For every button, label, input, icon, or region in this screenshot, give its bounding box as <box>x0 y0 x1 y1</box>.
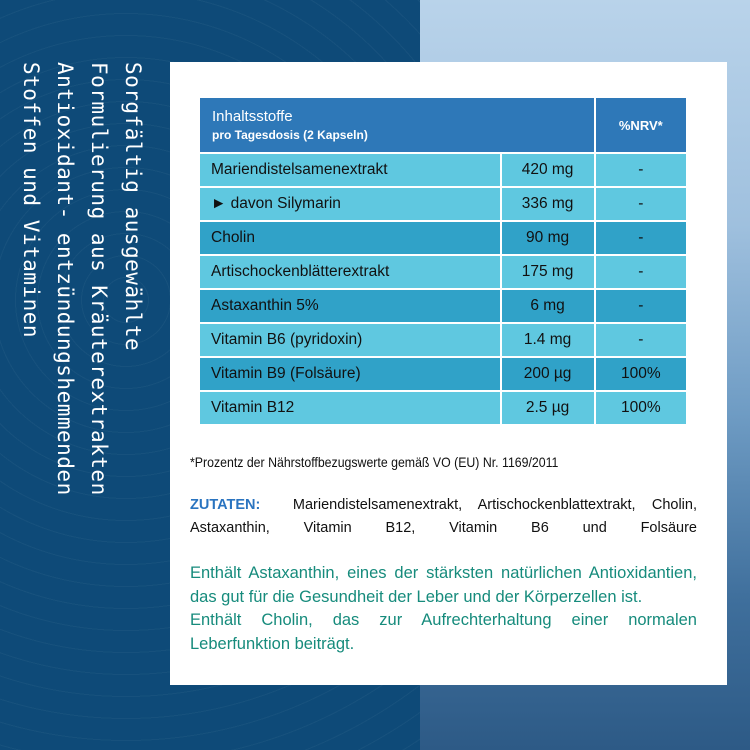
ingredient-name: Vitamin B12 <box>200 392 500 424</box>
nrv-footnote: *Prozentz der Nährstoffbezugswerte gemäß… <box>190 454 559 470</box>
side-tagline: Sorgfältig ausgewählte Formulierung aus … <box>14 62 150 682</box>
ingredients-list: ZUTATEN: Mariendistelsamenextrakt, Artis… <box>190 494 697 540</box>
table-row: Artischockenblätterextrakt 175 mg - <box>200 256 686 288</box>
header-title: Inhaltsstoffe <box>212 108 293 125</box>
ingredient-nrv: - <box>595 222 686 254</box>
ingredient-amount: 90 mg <box>501 222 594 254</box>
table-row: Cholin 90 mg - <box>200 222 686 254</box>
tagline-line: Sorgfältig ausgewählte <box>121 62 145 352</box>
ingredient-nrv: 100% <box>595 392 686 424</box>
ingredient-amount: 1.4 mg <box>501 324 594 356</box>
ingredient-nrv: 100% <box>595 358 686 390</box>
ingredient-amount: 200 µg <box>501 358 594 390</box>
ingredients-label: ZUTATEN: <box>190 497 261 513</box>
ingredient-amount: 2.5 µg <box>501 392 594 424</box>
table-header: Inhaltsstoffe pro Tagesdosis (2 Kapseln)… <box>200 98 686 152</box>
ingredient-name: Vitamin B9 (Folsäure) <box>200 358 500 390</box>
ingredient-nrv: - <box>595 154 686 186</box>
ingredient-name: Vitamin B6 (pyridoxin) <box>200 324 500 356</box>
ingredient-name: ► davon Silymarin <box>200 188 500 220</box>
table-row: Vitamin B9 (Folsäure) 200 µg 100% <box>200 358 686 390</box>
tagline-line: Formulierung aus Kräuterextrakten <box>87 62 111 496</box>
ingredient-nrv: - <box>595 256 686 288</box>
table-row: ► davon Silymarin 336 mg - <box>200 188 686 220</box>
claim-text: Enthält Astaxanthin, eines der stärksten… <box>190 564 697 606</box>
ingredient-nrv: - <box>595 324 686 356</box>
ingredient-name: Mariendistelsamenextrakt <box>200 154 500 186</box>
ingredient-amount: 420 mg <box>501 154 594 186</box>
ingredient-amount: 175 mg <box>501 256 594 288</box>
table-row: Mariendistelsamenextrakt 420 mg - <box>200 154 686 186</box>
ingredient-name: Cholin <box>200 222 500 254</box>
ingredient-name: Astaxanthin 5% <box>200 290 500 322</box>
health-claims: Enthält Astaxanthin, eines der stärksten… <box>190 562 697 656</box>
claim-text: Enthält Cholin, das zur Aufrechterhaltun… <box>190 611 697 653</box>
nutrition-card: Inhaltsstoffe pro Tagesdosis (2 Kapseln)… <box>170 62 727 685</box>
table-row: Vitamin B12 2.5 µg 100% <box>200 392 686 424</box>
ingredient-nrv: - <box>595 290 686 322</box>
ingredient-nrv: - <box>595 188 686 220</box>
header-subtitle: pro Tagesdosis (2 Kapseln) <box>212 128 368 142</box>
ingredients-text: Mariendistelsamenextrakt, Artischockenbl… <box>190 497 697 536</box>
ingredient-name: Artischockenblätterextrakt <box>200 256 500 288</box>
table-row: Astaxanthin 5% 6 mg - <box>200 290 686 322</box>
ingredient-amount: 6 mg <box>501 290 594 322</box>
header-ingredients: Inhaltsstoffe pro Tagesdosis (2 Kapseln) <box>200 98 594 152</box>
ingredient-amount: 336 mg <box>501 188 594 220</box>
header-nrv: %NRV* <box>595 98 686 152</box>
tagline-line: Stoffen und Vitaminen <box>19 62 43 339</box>
tagline-line: Antioxidant- entzündungshemmenden <box>53 62 77 496</box>
nutrition-table: Inhaltsstoffe pro Tagesdosis (2 Kapseln)… <box>198 96 688 426</box>
table-row: Vitamin B6 (pyridoxin) 1.4 mg - <box>200 324 686 356</box>
